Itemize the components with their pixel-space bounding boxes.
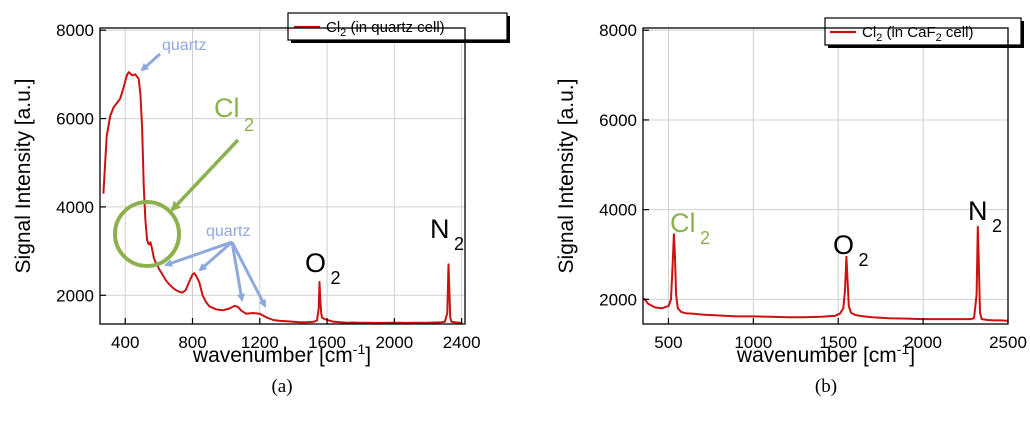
y-tick-label: 2000: [56, 286, 94, 305]
x-tick-label: 2400: [443, 333, 481, 352]
x-axis-label-b: wavenumber [cm-1]: [736, 341, 915, 367]
n2-label-a-main: N: [430, 214, 450, 244]
y-axis-label-a: Signal Intensity [a.u.]: [12, 79, 35, 274]
legend-b-box: [824, 17, 1022, 46]
x-tick-label: 2000: [904, 333, 942, 352]
o2-label-b-main: O: [833, 230, 854, 260]
x-tick-label: 400: [111, 333, 139, 352]
y-tick-label: 8000: [56, 21, 94, 40]
annotation-arrows-a: [113, 52, 267, 308]
panel-label-b: (b): [815, 376, 837, 397]
x-tick-label: 2500: [989, 333, 1027, 352]
x-axis-label-a-main: wavenumber [cm: [192, 344, 353, 367]
panel-label-a: (a): [271, 376, 292, 397]
o2-label-b-sub: 2: [858, 250, 868, 270]
series-line-a: [102, 71, 462, 324]
y-tick-label: 2000: [599, 290, 637, 309]
x-axis-label-a-sup: -1: [353, 341, 366, 357]
legend-a-box: [287, 12, 508, 41]
legend-b-name-rest2: cell): [942, 24, 974, 41]
ticks-b: 500 1000 1500 2000 2500 2000 4000 6000 8000: [599, 21, 1027, 352]
o2-label-a-main: O: [305, 248, 326, 278]
series-line: [643, 225, 1009, 322]
legend-b-name-sub: 2: [876, 32, 882, 44]
n2-label-a: N 2: [430, 214, 464, 254]
y-tick-label: 8000: [599, 21, 637, 40]
n2-label-b-main: N: [968, 196, 988, 226]
y-axis-label-b: Signal Intensity [a.u.]: [555, 79, 578, 274]
quartz-top-arrow: [140, 52, 161, 72]
quartz-arrow-4: [230, 241, 267, 308]
x-tick-label: 800: [178, 333, 206, 352]
x-tick-label: 1500: [819, 333, 857, 352]
o2-label-a-sub: 2: [330, 268, 340, 288]
x-axis-label-a-end: ]: [365, 344, 371, 367]
legend-b: Cl2 (in CaF2 cell): [824, 17, 1024, 48]
plot-frame-a: [99, 27, 466, 325]
ticks-a: 400 800 1200 1600 2000 2400 2000 4000 6000 8000: [56, 21, 480, 352]
y-tick-label: 4000: [56, 198, 94, 217]
y-tick-label: 4000: [599, 201, 637, 220]
x-tick-label: 1000: [734, 333, 772, 352]
series-line-b: [643, 225, 1009, 322]
quartz-arrow-2: [198, 240, 233, 272]
cl2-arrow: [170, 138, 240, 212]
o2-label-a: O 2: [305, 248, 340, 288]
x-tick-label: 500: [654, 333, 682, 352]
n2-label-a-sub: 2: [454, 234, 464, 254]
legend-a: Cl2 (in quartz cell): [287, 12, 510, 43]
cl2-label-a: Cl 2: [214, 93, 254, 135]
x-axis-label-b-end: ]: [909, 344, 915, 367]
x-axis-label-b-sup: -1: [897, 341, 910, 357]
gridlines-a: [100, 28, 465, 324]
series-line: [102, 71, 462, 324]
chart-panel-b: Cl 2 O 2 N 2 Cl2 (in CaF2 cell) 500 1000 1…: [555, 17, 1027, 397]
quartz-arrow-1: [164, 240, 233, 267]
quartz-top-label: quartz: [162, 37, 206, 54]
x-tick-label: 2000: [375, 333, 413, 352]
x-tick-label: 1200: [241, 333, 279, 352]
cl2-label-b-main: Cl: [670, 208, 696, 238]
legend-b-name-sub2: 2: [936, 32, 942, 44]
chart-panel-a: quartz Cl 2 quartz O 2 N 2 Cl2 (in quart…: [12, 12, 510, 397]
x-axis-label-a: wavenumber [cm-1]: [192, 341, 371, 367]
legend-b-name-rest: (in CaF: [882, 24, 935, 41]
o2-label-b: O 2: [833, 230, 868, 270]
cl2-circle: [113, 200, 181, 268]
y-tick-label: 6000: [599, 111, 637, 130]
cl2-label-b-sub: 2: [700, 228, 710, 248]
x-tick-label: 1600: [308, 333, 346, 352]
cl2-label-a-sub: 2: [244, 115, 254, 135]
y-tick-label: 6000: [56, 110, 94, 129]
cl2-label-a-main: Cl: [214, 93, 240, 123]
quartz-arrow-3: [230, 241, 245, 302]
quartz-mid-label: quartz: [206, 223, 250, 240]
n2-label-b: N 2: [968, 196, 1002, 236]
plot-frame-b: [642, 27, 1009, 325]
x-axis-label-b-main: wavenumber [cm: [736, 344, 897, 367]
gridlines-b: [643, 28, 1009, 324]
legend-a-name-sub: 2: [340, 27, 346, 39]
cl2-label-b: Cl 2: [670, 208, 710, 248]
n2-label-b-sub: 2: [992, 216, 1002, 236]
legend-b-name: Cl: [862, 24, 876, 41]
